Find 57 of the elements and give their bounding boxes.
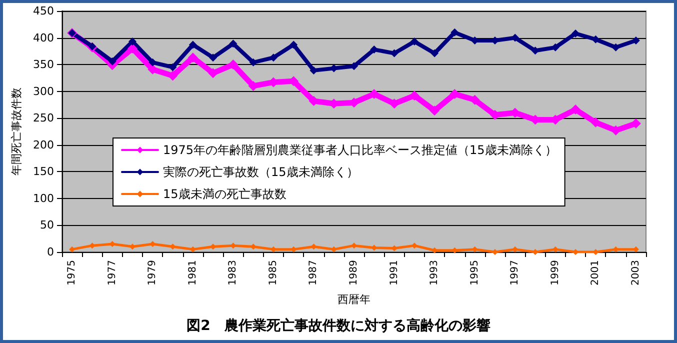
point	[228, 60, 238, 70]
x-tick-label: 1993	[429, 260, 440, 286]
point	[351, 242, 357, 249]
text: 図2 農作業死亡事故件数に対する高齢化の影響	[186, 317, 490, 334]
point	[430, 49, 439, 58]
y-tick-label: 350	[33, 58, 54, 72]
x-tick-label: 1999	[550, 260, 561, 286]
x-tick-label: 1987	[308, 260, 320, 286]
legend-label: 15歳未満の死亡事故数	[163, 187, 286, 201]
point	[389, 98, 400, 109]
x-tick-label: 1985	[268, 260, 279, 286]
point	[128, 38, 136, 46]
legend-label: 実際の死亡事故数（15歳未満除く）	[163, 165, 358, 179]
point	[450, 28, 459, 36]
y-tick-label: 250	[33, 112, 54, 125]
legend-label: 1975年の年齢階層別農業従事者人口比率ベース推定値（15歳未満除く）	[163, 143, 557, 157]
y-tick-label: 400	[33, 31, 54, 44]
x-tick-label: 1975	[66, 260, 78, 286]
point	[148, 64, 158, 74]
x-tick-label: 1983	[228, 260, 239, 286]
y-tick-label: 100	[33, 192, 54, 205]
point	[188, 52, 198, 63]
y-tick-label: 50	[40, 218, 54, 232]
point	[208, 68, 218, 78]
point	[108, 57, 116, 66]
point	[592, 35, 600, 44]
point	[610, 125, 621, 136]
x-tick-label: 2003	[630, 260, 642, 286]
y-axis-title: 年間死亡事故件数	[10, 88, 23, 176]
x-tick-label: 1997	[510, 260, 521, 286]
point	[188, 40, 197, 49]
point	[410, 38, 418, 46]
point	[570, 104, 581, 115]
point	[148, 58, 157, 66]
y-tick-label: 0	[47, 246, 54, 258]
y-tick-label: 150	[33, 165, 54, 178]
point	[209, 54, 218, 62]
y-tick-label: 200	[33, 138, 54, 152]
point	[249, 58, 258, 66]
y-tick-label: 300	[33, 84, 54, 98]
x-tick-label: 1991	[388, 260, 400, 286]
point	[369, 89, 380, 100]
x-axis-title: 西暦年	[338, 293, 370, 306]
point	[430, 106, 440, 116]
point	[612, 43, 620, 52]
x-tick-label: 2001	[590, 260, 602, 286]
point	[409, 90, 420, 101]
point	[127, 43, 138, 54]
point	[290, 40, 298, 49]
x-tick-label: 1977	[106, 260, 118, 286]
y-tick-label: 450	[33, 4, 54, 18]
point	[590, 117, 601, 128]
x-tick-label: 1995	[469, 260, 480, 286]
x-tick-label: 1989	[348, 260, 360, 286]
point	[229, 40, 238, 48]
x-tick-label: 1981	[187, 260, 198, 286]
x-tick-label: 1979	[147, 260, 158, 286]
